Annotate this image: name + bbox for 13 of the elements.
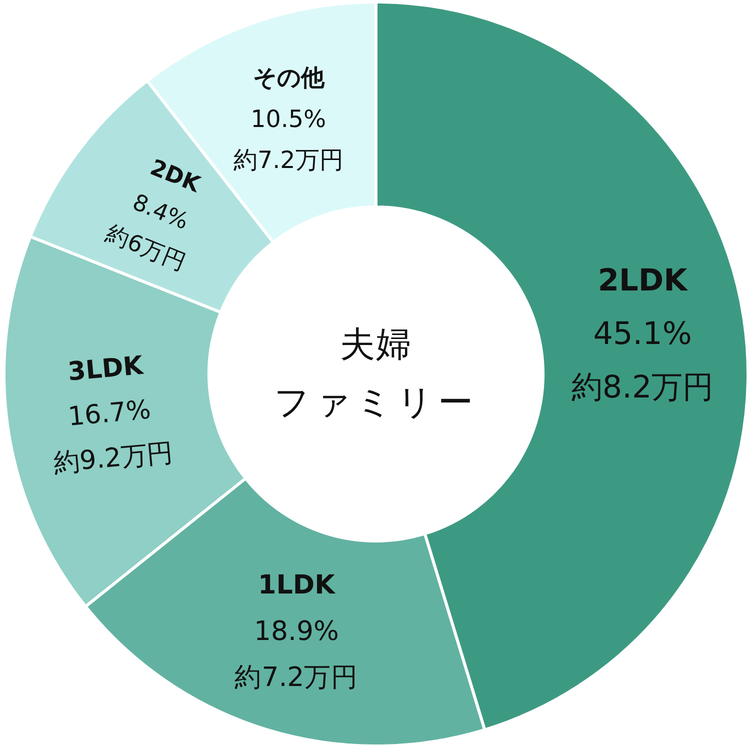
data-label: 10.5% bbox=[250, 105, 326, 134]
slice-label: 2LDK bbox=[598, 263, 689, 298]
slice-label: 1LDK bbox=[258, 570, 337, 601]
data-label: 16.7% bbox=[66, 395, 152, 432]
data-label: 45.1% bbox=[593, 316, 692, 352]
text: 約7.2万円 bbox=[234, 662, 358, 693]
data-label: 18.9% bbox=[254, 616, 339, 648]
text: 約9.2万円 bbox=[52, 438, 174, 479]
text: 約8.2万円 bbox=[571, 370, 714, 406]
text: 夫婦ファミリー bbox=[274, 325, 478, 423]
slice-label: 3LDK bbox=[66, 350, 146, 388]
slice-label: その他 bbox=[252, 64, 325, 92]
text: 約7.2万円 bbox=[233, 146, 344, 174]
